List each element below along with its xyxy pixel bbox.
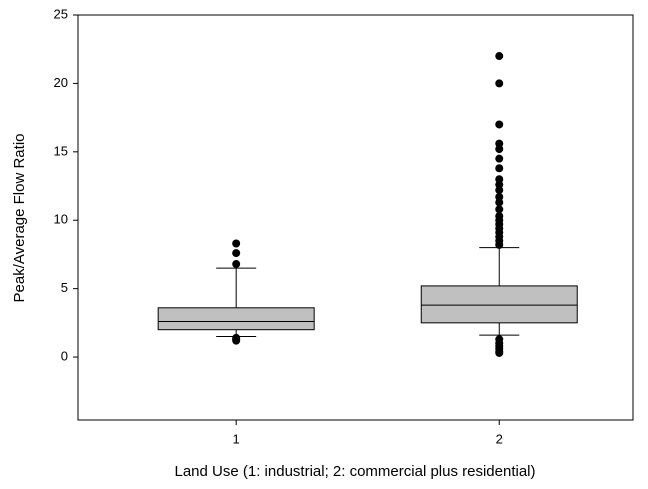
- outlier: [495, 186, 504, 195]
- outlier: [495, 180, 504, 189]
- outlier: [495, 348, 504, 357]
- outlier: [495, 175, 504, 184]
- outlier: [495, 205, 504, 214]
- outlier: [495, 120, 504, 129]
- outlier: [495, 139, 504, 148]
- outlier: [495, 198, 504, 207]
- outlier: [495, 192, 504, 201]
- plot-frame: [77, 14, 634, 421]
- outlier: [495, 145, 504, 154]
- outlier: [232, 260, 241, 269]
- y-tick-label: 10: [54, 212, 68, 227]
- box: [420, 285, 578, 324]
- y-tick-label: 20: [54, 75, 68, 90]
- y-tick-label: 15: [54, 143, 68, 158]
- y-tick-label: 5: [61, 280, 68, 295]
- outlier: [495, 164, 504, 173]
- y-tick-label: 0: [61, 348, 68, 363]
- outlier: [495, 154, 504, 163]
- outlier: [232, 239, 241, 248]
- outlier: [495, 79, 504, 88]
- outlier: [495, 52, 504, 61]
- x-tick-label: 1: [233, 431, 240, 446]
- x-tick-label: 2: [496, 431, 503, 446]
- y-axis-title: Peak/Average Flow Ratio: [11, 134, 28, 303]
- outlier: [232, 336, 241, 345]
- x-axis-title: Land Use (1: industrial; 2: commercial p…: [175, 463, 536, 480]
- box: [157, 307, 315, 331]
- y-tick-label: 25: [54, 6, 68, 21]
- outlier: [495, 240, 504, 249]
- outlier: [232, 249, 241, 258]
